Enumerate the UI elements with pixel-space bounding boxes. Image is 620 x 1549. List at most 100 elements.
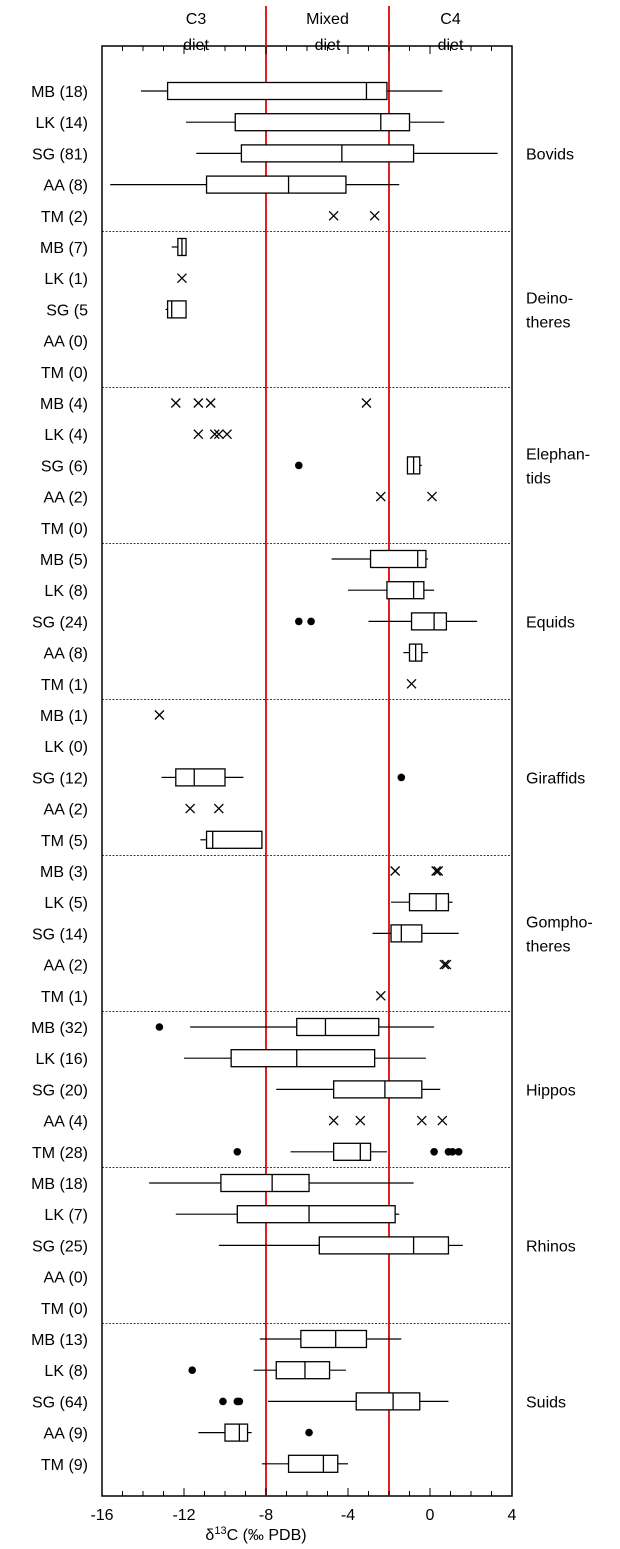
point-cross-marker bbox=[222, 429, 233, 440]
group-label: Rhinos bbox=[526, 1238, 576, 1255]
row-label: LK (16) bbox=[36, 1051, 88, 1068]
row-label: LK (7) bbox=[44, 1207, 88, 1224]
row-label: TM (28) bbox=[32, 1145, 88, 1162]
cross-stroke bbox=[193, 398, 204, 408]
outlier-dot bbox=[307, 617, 315, 626]
row-label: SG (20) bbox=[32, 1082, 88, 1099]
cross-stroke bbox=[193, 429, 204, 440]
box-iqr bbox=[318, 1236, 450, 1255]
cross-stroke bbox=[375, 990, 386, 1001]
box-iqr bbox=[300, 1329, 368, 1349]
cross-stroke bbox=[431, 866, 442, 876]
row-label: TM (5) bbox=[41, 833, 88, 850]
row-label: AA (0) bbox=[44, 1270, 88, 1287]
group-label: Suids bbox=[526, 1394, 566, 1411]
row-label: LK (8) bbox=[44, 583, 88, 600]
cross-stroke bbox=[441, 959, 452, 970]
row-label: AA (2) bbox=[44, 490, 88, 507]
diet-region-label: C4 bbox=[440, 11, 461, 28]
row-label: MB (7) bbox=[40, 240, 88, 257]
row-label: TM (0) bbox=[41, 521, 88, 538]
point-cross-marker bbox=[185, 803, 196, 814]
row-label: AA (8) bbox=[44, 178, 88, 195]
row-label: MB (1) bbox=[40, 708, 88, 725]
row-label: AA (2) bbox=[44, 802, 88, 819]
row-label: TM (1) bbox=[41, 989, 88, 1006]
cross-stroke bbox=[427, 491, 438, 502]
group-label: Elephan- bbox=[526, 446, 590, 463]
box-iqr bbox=[296, 1017, 380, 1037]
point-cross-marker bbox=[170, 398, 181, 408]
box-iqr bbox=[369, 549, 427, 569]
point-cross-marker bbox=[213, 429, 224, 440]
diet-boundary-lines bbox=[265, 6, 390, 1496]
row-label: SG (64) bbox=[32, 1394, 88, 1411]
cross-stroke bbox=[437, 1115, 448, 1126]
point-cross-marker bbox=[437, 1115, 448, 1126]
outlier-dot bbox=[454, 1148, 463, 1156]
outlier-dot bbox=[448, 1148, 457, 1156]
box-iqr bbox=[205, 175, 347, 194]
row-label: SG (25) bbox=[32, 1238, 88, 1255]
row-label: LK (14) bbox=[36, 115, 88, 132]
point-cross-marker bbox=[328, 1115, 339, 1126]
point-cross-marker bbox=[193, 429, 204, 440]
row-label: TM (0) bbox=[41, 365, 88, 382]
point-cross-marker bbox=[154, 710, 165, 720]
cross-stroke bbox=[390, 866, 401, 876]
box-iqr bbox=[234, 113, 411, 132]
diet-region-label: diet bbox=[315, 37, 341, 54]
cross-stroke bbox=[222, 429, 233, 440]
cross-stroke bbox=[355, 1115, 366, 1126]
row-label: AA (4) bbox=[44, 1114, 88, 1131]
cross-stroke bbox=[361, 398, 372, 408]
diet-region-label: Mixed bbox=[306, 11, 349, 28]
point-cross-marker bbox=[355, 1115, 366, 1126]
row-label: AA (0) bbox=[44, 334, 88, 351]
row-label: SG (14) bbox=[32, 926, 88, 943]
row-label: MB (32) bbox=[31, 1020, 88, 1037]
cross-stroke bbox=[433, 866, 444, 876]
point-cross-marker bbox=[375, 990, 386, 1001]
cross-stroke bbox=[406, 678, 417, 689]
row-label: TM (2) bbox=[41, 209, 88, 226]
row-label: AA (9) bbox=[44, 1426, 88, 1443]
cross-stroke bbox=[209, 429, 220, 440]
row-label: LK (0) bbox=[44, 739, 88, 756]
row-label: AA (8) bbox=[44, 646, 88, 663]
point-cross-marker bbox=[205, 398, 216, 408]
cross-stroke bbox=[439, 959, 450, 970]
row-label: LK (5) bbox=[44, 895, 88, 912]
row-label: SG (81) bbox=[32, 146, 88, 163]
cross-stroke bbox=[416, 1115, 427, 1126]
point-cross-marker bbox=[406, 678, 417, 689]
group-label: Giraffids bbox=[526, 770, 585, 787]
point-cross-marker bbox=[328, 210, 339, 221]
outlier-dot bbox=[233, 1148, 242, 1156]
point-cross-marker bbox=[213, 803, 224, 814]
cross-stroke bbox=[213, 429, 224, 440]
row-label: TM (1) bbox=[41, 677, 88, 694]
x-tick-label: 4 bbox=[508, 1507, 517, 1524]
box-iqr bbox=[175, 768, 226, 787]
row-label: SG (12) bbox=[32, 770, 88, 787]
box-iqr bbox=[275, 1361, 331, 1380]
box-iqr bbox=[410, 612, 448, 631]
row-label: SG (6) bbox=[41, 458, 88, 475]
cross-stroke bbox=[154, 710, 165, 720]
box-iqr bbox=[166, 300, 187, 319]
diet-region-labels: C3 diet Mixed diet C4 diet bbox=[183, 11, 464, 54]
row-label: AA (2) bbox=[44, 958, 88, 975]
point-cross-marker bbox=[427, 491, 438, 502]
group-label: Gompho- bbox=[526, 914, 593, 931]
row-label: TM (0) bbox=[41, 1301, 88, 1318]
box-iqr bbox=[386, 581, 425, 600]
diet-region-label: diet bbox=[438, 37, 464, 54]
outlier-dot bbox=[430, 1148, 438, 1156]
x-tick-label: -16 bbox=[90, 1507, 113, 1524]
box-iqr bbox=[236, 1205, 396, 1224]
row-label: TM (9) bbox=[41, 1457, 88, 1474]
box-plot-marks bbox=[110, 81, 498, 1473]
row-label: MB (13) bbox=[31, 1332, 88, 1349]
